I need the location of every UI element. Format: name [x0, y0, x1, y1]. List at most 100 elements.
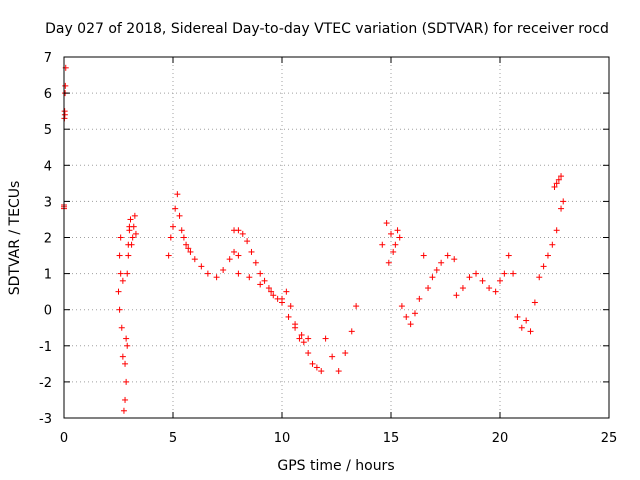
- data-point: [198, 263, 205, 270]
- data-point: [128, 241, 135, 248]
- data-point: [126, 223, 133, 230]
- y-tick-label: -2: [39, 376, 52, 391]
- y-axis-label: SDTVAR / TECUs: [7, 181, 23, 296]
- data-point: [178, 227, 185, 234]
- y-tick-label: 0: [44, 304, 52, 319]
- data-point: [479, 277, 486, 284]
- data-point: [120, 407, 127, 414]
- data-point: [296, 335, 303, 342]
- data-point: [353, 303, 360, 310]
- data-point: [235, 252, 242, 259]
- data-point: [129, 234, 136, 241]
- y-tick-labels: -3 -2 -1 0 1 2 3 4 5 6 7: [39, 51, 52, 427]
- data-point: [115, 288, 122, 295]
- data-point: [122, 396, 129, 403]
- data-point: [279, 295, 285, 302]
- data-point: [287, 303, 294, 310]
- data-point: [553, 180, 560, 187]
- x-tick-label: 25: [601, 431, 618, 446]
- data-point: [220, 266, 227, 273]
- data-point: [123, 378, 130, 385]
- x-tick-label: 0: [60, 431, 68, 446]
- data-point: [342, 350, 349, 357]
- data-point: [560, 198, 567, 205]
- data-point: [165, 252, 172, 259]
- data-point: [244, 238, 251, 245]
- data-point: [213, 274, 220, 281]
- data-point: [231, 248, 238, 255]
- y-tick-label: 1: [44, 268, 52, 283]
- data-point: [313, 364, 320, 371]
- data-point: [122, 360, 129, 367]
- chart-title: Day 027 of 2018, Sidereal Day-to-day VTE…: [45, 21, 609, 37]
- data-point: [501, 270, 508, 277]
- data-point: [191, 256, 198, 263]
- data-point: [438, 259, 445, 266]
- data-point: [285, 313, 292, 320]
- data-point: [283, 288, 290, 295]
- data-point: [544, 252, 551, 259]
- y-tick-label: 2: [44, 232, 52, 247]
- data-point: [252, 259, 259, 266]
- data-point: [119, 353, 126, 360]
- data-point: [116, 252, 123, 259]
- data-point: [540, 263, 547, 270]
- y-tick-label: 3: [44, 195, 52, 210]
- data-point: [318, 368, 325, 375]
- data-point: [176, 212, 183, 219]
- y-tick-label: -3: [39, 412, 52, 427]
- data-point: [411, 310, 418, 317]
- axis-ticks: [63, 56, 610, 419]
- data-point: [117, 270, 124, 277]
- data-point: [305, 350, 312, 357]
- data-point: [510, 270, 517, 277]
- data-point: [132, 230, 139, 237]
- data-point: [553, 227, 560, 234]
- data-point: [451, 256, 458, 263]
- data-point: [246, 274, 253, 281]
- data-point: [309, 360, 316, 367]
- data-point: [531, 299, 538, 306]
- data-point: [183, 241, 190, 248]
- data-point: [497, 277, 503, 284]
- data-point: [292, 324, 299, 331]
- data-point: [407, 321, 414, 328]
- data-point: [123, 335, 130, 342]
- data-point: [398, 303, 405, 310]
- data-point: [204, 270, 211, 277]
- data-point: [492, 288, 499, 295]
- data-point: [127, 216, 134, 223]
- data-point: [385, 259, 392, 266]
- data-point: [248, 248, 255, 255]
- data-point: [416, 295, 423, 302]
- y-tick-label: 5: [44, 123, 52, 138]
- data-point: [185, 245, 192, 252]
- x-tick-label: 5: [169, 431, 177, 446]
- data-point: [379, 241, 386, 248]
- data-point: [486, 285, 493, 292]
- data-point: [403, 313, 410, 320]
- data-point: [131, 212, 138, 219]
- data-point: [124, 342, 131, 349]
- data-point: [453, 292, 460, 299]
- data-point: [117, 234, 124, 241]
- data-point: [390, 248, 397, 255]
- data-point: [261, 277, 268, 284]
- data-point: [61, 111, 68, 118]
- data-point: [518, 324, 525, 331]
- x-axis-label: GPS time / hours: [277, 458, 394, 474]
- data-point: [429, 274, 436, 281]
- x-tick-labels: 0 5 10 15 20 25: [60, 431, 617, 446]
- x-tick-label: 15: [383, 431, 400, 446]
- data-point: [257, 281, 264, 288]
- data-point: [239, 230, 246, 237]
- data-point: [170, 223, 176, 230]
- data-point: [505, 252, 512, 259]
- data-point: [300, 339, 307, 346]
- data-point: [383, 220, 390, 227]
- data-point: [420, 252, 427, 259]
- data-point: [523, 317, 530, 324]
- data-point: [348, 328, 355, 335]
- data-point: [180, 234, 187, 241]
